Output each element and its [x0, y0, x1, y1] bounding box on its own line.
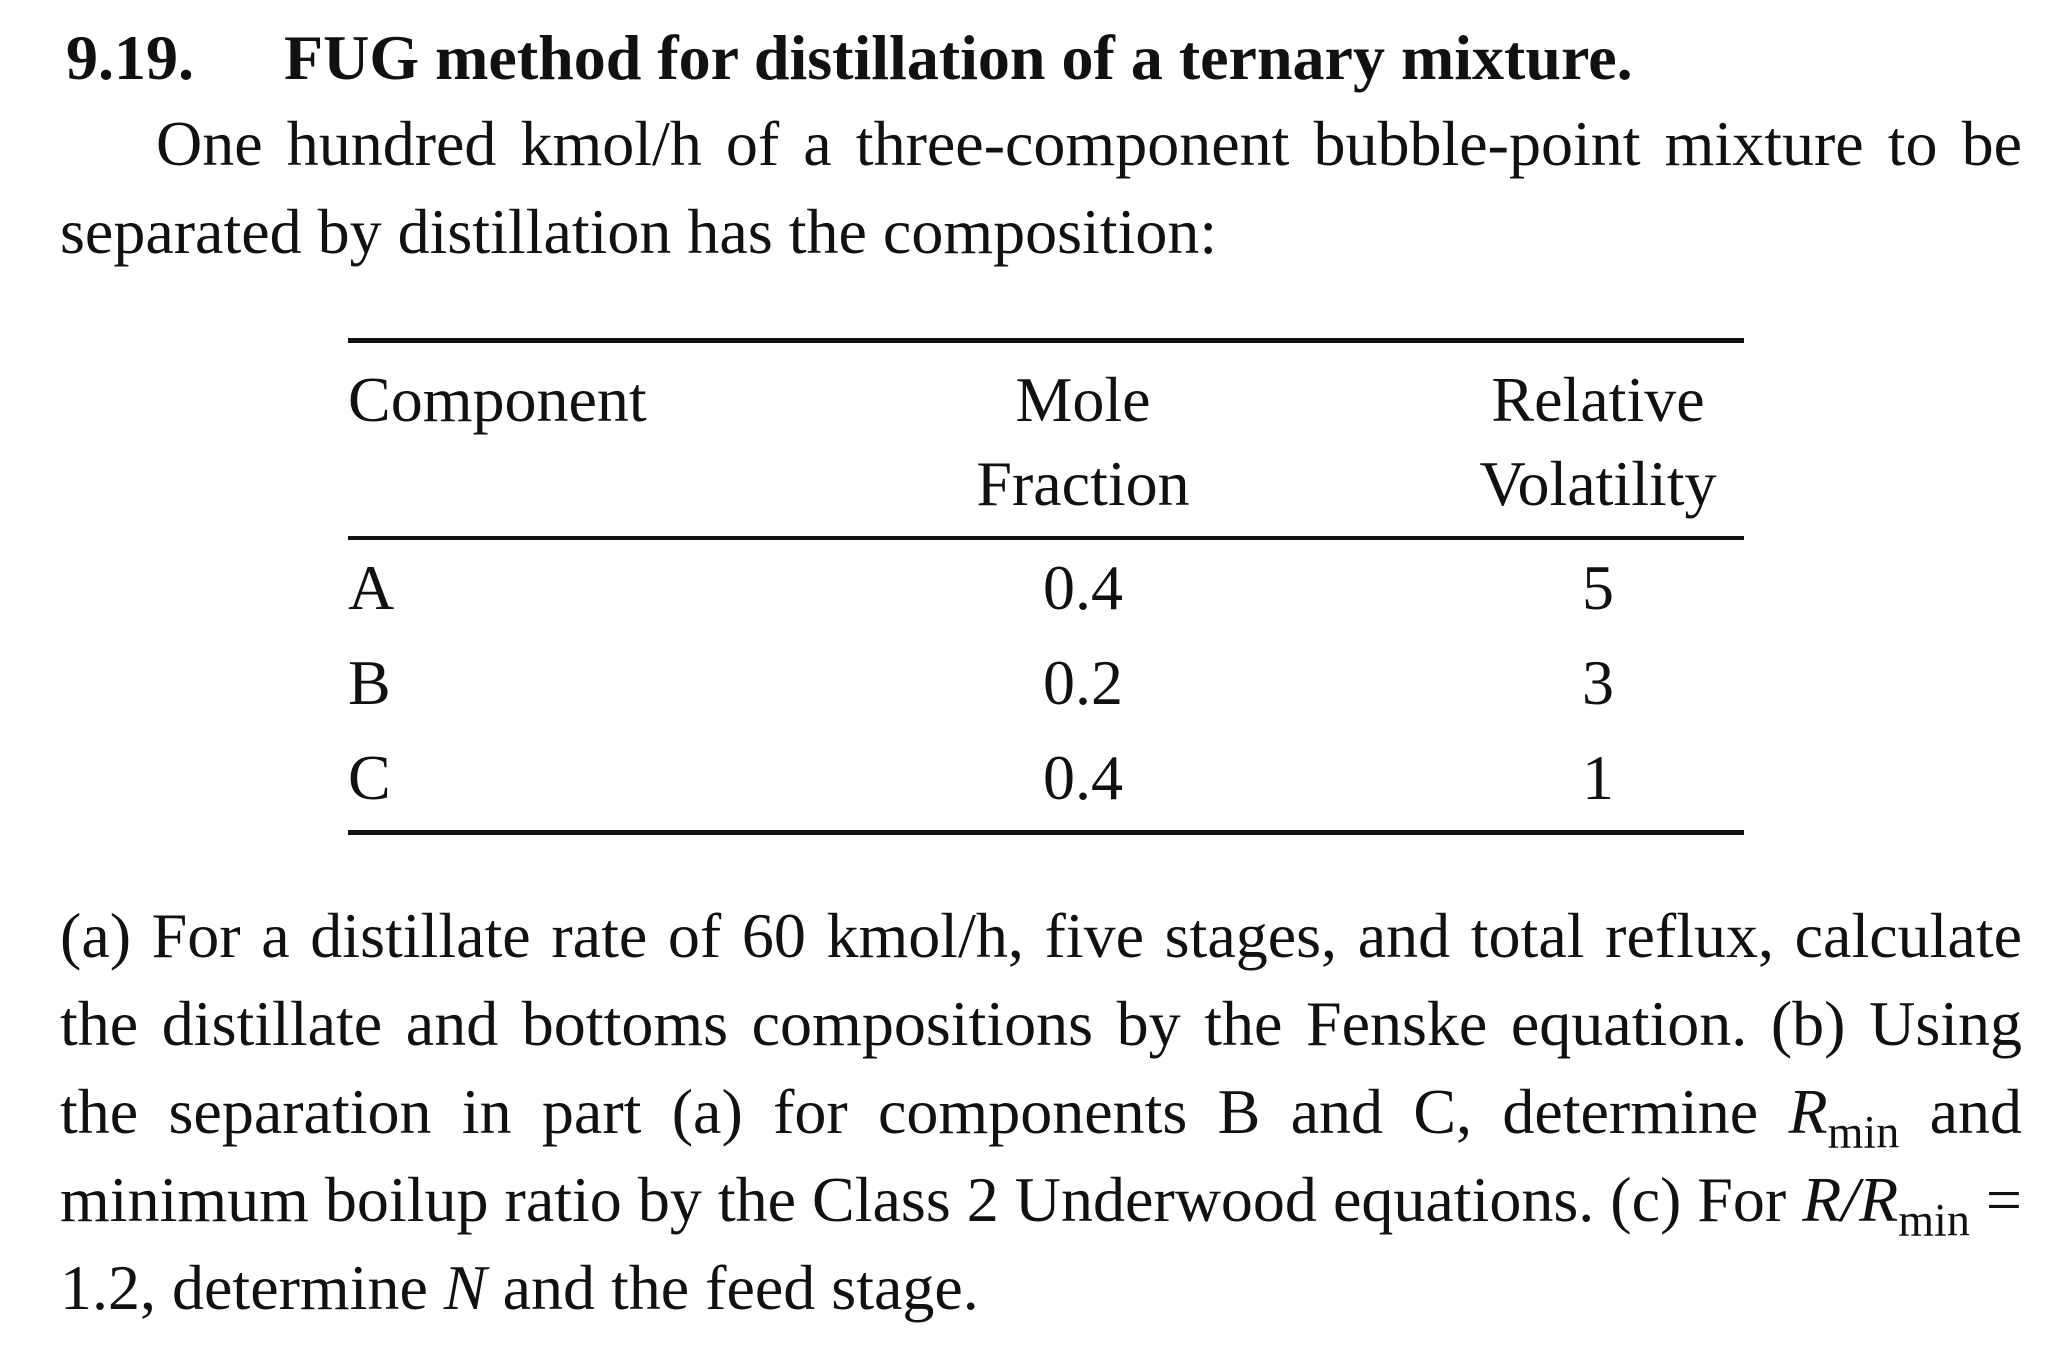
n-symbol: N [443, 1252, 487, 1323]
header-volatility-line1: Relative [1491, 364, 1705, 435]
row-b-volatility: 3 [1582, 647, 1614, 718]
problem-title: FUG method for distillation of a ternary… [284, 22, 1633, 93]
header-component: Component [348, 364, 647, 435]
header-volatility-line2: Volatility [1479, 448, 1717, 519]
header-mole-line2: Fraction [976, 448, 1190, 519]
ratio-numerator: R [1802, 1164, 1842, 1235]
row-b-component: B [348, 647, 391, 718]
row-b-mole-fraction: 0.2 [1043, 647, 1123, 718]
ratio-value: = 1.2, determine [60, 1164, 2023, 1323]
ratio-denominator: R [1859, 1164, 1899, 1235]
rmin-subscript: min [1827, 1106, 1900, 1158]
table-bottom-rule [348, 830, 1744, 835]
problem-intro: One hundred kmol/h of a three-component … [60, 108, 2022, 267]
questions-text-1: (a) For a distillate rate of 60 kmol/h, … [60, 900, 2022, 1147]
row-c-mole-fraction: 0.4 [1043, 742, 1123, 813]
questions-text-3: and the feed stage. [486, 1252, 979, 1323]
rmin-symbol: R [1788, 1076, 1828, 1147]
row-c-volatility: 1 [1582, 742, 1614, 813]
row-a-mole-fraction: 0.4 [1043, 552, 1123, 623]
row-c-component: C [348, 742, 391, 813]
table-top-rule [348, 338, 1744, 343]
problem-heading: 9.19. FUG method for distillation of a te… [66, 22, 1633, 94]
questions-text-2: and minimum boilup ratio by the Class 2 … [60, 1076, 2022, 1235]
row-a-component: A [348, 552, 395, 623]
ratio-denominator-subscript: min [1898, 1194, 1970, 1246]
row-a-volatility: 5 [1582, 552, 1614, 623]
ratio-slash: / [1841, 1164, 1860, 1235]
table-header-rule [348, 536, 1744, 540]
header-mole-line1: Mole [1015, 364, 1151, 435]
problem-number: 9.19. [66, 22, 194, 93]
problem-questions: (a) For a distillate rate of 60 kmol/h, … [60, 892, 2022, 1332]
